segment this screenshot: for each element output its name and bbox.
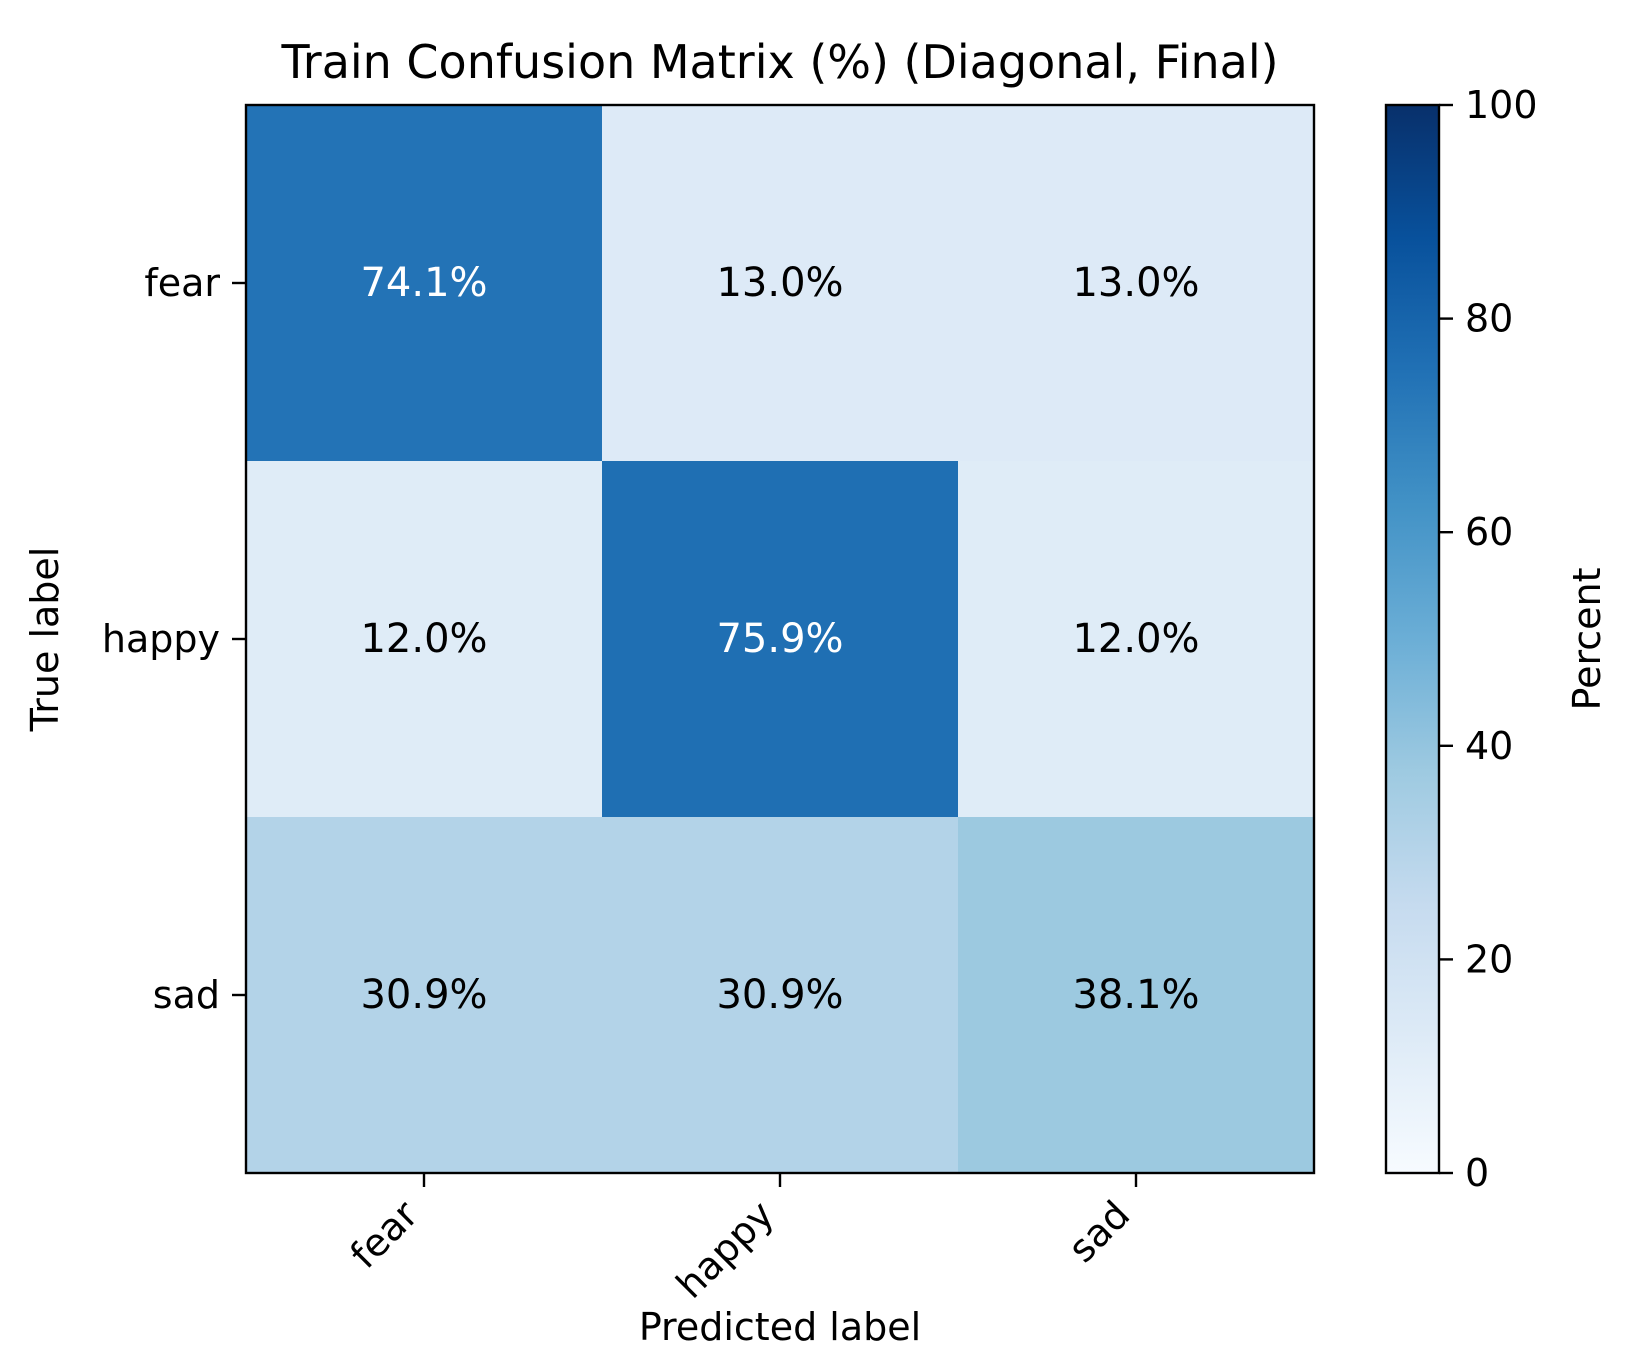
cell-value-label: 75.9% (716, 616, 843, 662)
colorbar-frame (1384, 103, 1441, 1175)
colorbar-tick-label: 100 (1465, 83, 1538, 127)
cell-value-label: 13.0% (1072, 260, 1199, 306)
y-axis-label: True label (23, 547, 67, 733)
cell-value-label: 12.0% (360, 616, 487, 662)
heatmap-cell (602, 461, 959, 818)
colorbar-tick-label: 80 (1465, 297, 1513, 341)
cell-value-label: 12.0% (1072, 616, 1199, 662)
colorbar-label: Percent (1565, 568, 1609, 711)
x-tick-label: sad (1060, 1192, 1139, 1271)
colorbar-ticks: 0 20 40 60 80 100 (1439, 83, 1538, 1195)
heatmap-cell (602, 105, 959, 462)
x-axis-ticks: fear happy sad (342, 1173, 1139, 1307)
colorbar-tick-label: 40 (1465, 724, 1513, 768)
colorbar-tick-label: 20 (1465, 937, 1513, 981)
colorbar-tick-label: 60 (1465, 510, 1513, 554)
colorbar (1386, 105, 1439, 1173)
x-axis-label: Predicted label (639, 1305, 921, 1349)
cell-value-label: 13.0% (716, 260, 843, 306)
heatmap-cell (958, 105, 1315, 462)
heatmap-cell-labels: 74.1% 13.0% 13.0% 12.0% 75.9% 12.0% 30.9% 30.9%… (360, 260, 1199, 1018)
heatmap-cell (246, 817, 603, 1174)
cell-value-label: 30.9% (716, 972, 843, 1018)
y-tick-label: sad (153, 973, 220, 1017)
y-tick-label: fear (144, 261, 220, 305)
x-tick-label: fear (342, 1192, 427, 1277)
heatmap-cell (246, 461, 603, 818)
x-tick-label: happy (668, 1192, 783, 1307)
cell-value-label: 30.9% (360, 972, 487, 1018)
heatmap-cell (602, 817, 959, 1174)
heatmap-cell (958, 461, 1315, 818)
cell-value-label: 74.1% (360, 260, 487, 306)
y-tick-label: happy (102, 617, 220, 661)
heatmap-cell (246, 105, 603, 462)
chart-title: Train Confusion Matrix (%) (Diagonal, Fi… (280, 35, 1278, 89)
y-axis-ticks: fear happy sad (102, 261, 246, 1017)
heatmap-cell (958, 817, 1315, 1174)
colorbar-tick-label: 0 (1465, 1151, 1489, 1195)
heatmap-cells (246, 105, 1315, 1174)
cell-value-label: 38.1% (1072, 972, 1199, 1018)
